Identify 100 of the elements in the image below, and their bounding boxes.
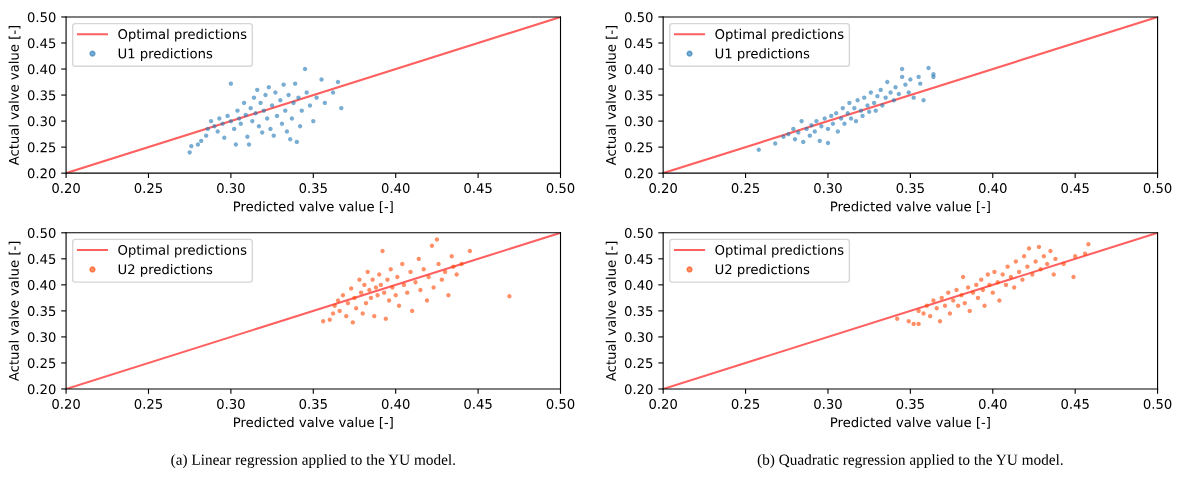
x-tick-label: 0.20 [52,398,80,409]
legend-label: Optimal predictions [118,28,247,42]
x-axis-title: Predicted valve value [-] [831,417,990,429]
x-tick-label: 0.40 [978,398,1007,409]
point [951,298,956,303]
point [1041,254,1047,259]
x-tick-label: 0.50 [546,398,575,409]
point [1033,259,1038,264]
point [1012,285,1017,290]
point [1003,282,1009,288]
point [1021,254,1027,259]
x-tick-label: 0.45 [1061,398,1089,409]
legend-label: U1 predictions [715,48,810,61]
x-tick-label: 0.40 [381,183,410,194]
point [959,293,964,298]
y-tick-label: 0.20 [27,168,56,179]
point [946,290,951,295]
y-tick-label: 0.30 [624,116,653,127]
y-tick-label: 0.45 [27,38,56,49]
point [1051,272,1056,277]
point [927,313,933,319]
y-tick-label: 0.50 [624,228,653,238]
legend-label: U2 predictions [118,264,213,277]
point [1086,242,1091,247]
y-tick-label: 0.45 [624,254,653,265]
y-tick-label: 0.30 [27,116,56,127]
point [911,321,916,327]
point [947,311,953,316]
x-tick-label: 0.25 [134,183,163,194]
y-tick-label: 0.20 [27,384,56,395]
x-tick-label: 0.40 [381,398,410,409]
y-tick-label: 0.45 [27,254,56,265]
x-tick-label: 0.25 [731,183,760,194]
point [924,303,930,308]
x-tick-label: 0.35 [896,183,924,194]
y-tick-label: 0.25 [624,142,653,153]
point [934,306,939,311]
point [1000,272,1005,277]
y-tick-label: 0.30 [624,332,653,343]
legend-label: U2 predictions [715,264,810,277]
y-axis-title: Actual valve value [-] [605,25,618,166]
y-tick-label: 0.40 [624,64,653,75]
x-axis-title: Predicted valve value [-] [234,417,393,429]
point [990,290,995,295]
point [1038,267,1043,272]
point [1005,264,1010,269]
point [1048,248,1053,254]
x-tick-label: 0.30 [814,398,842,409]
x-tick-label: 0.50 [546,183,575,194]
y-tick-label: 0.25 [27,358,56,369]
y-tick-label: 0.25 [624,358,653,369]
y-tick-label: 0.35 [27,306,56,317]
y-tick-label: 0.50 [27,228,56,238]
y-axis-title: Actual valve value [-] [605,241,618,382]
point [1020,277,1025,282]
point [995,280,1000,285]
point [1061,261,1066,267]
y-axis-title: Actual valve value [-] [8,25,21,166]
x-tick-label: 0.35 [299,398,327,409]
point [1025,264,1030,269]
point [954,287,959,293]
x-tick-label: 0.40 [978,183,1007,194]
y-tick-label: 0.40 [27,64,56,75]
point [997,298,1002,303]
point [992,269,997,275]
point [979,277,984,282]
x-tick-label: 0.45 [464,398,492,409]
y-tick-label: 0.35 [27,90,56,101]
x-axis-title: Predicted valve value [-] [831,201,990,213]
y-tick-label: 0.35 [624,90,653,101]
point [967,308,972,314]
x-tick-label: 0.30 [217,398,245,409]
y-tick-label: 0.35 [624,306,653,317]
y-tick-label: 0.40 [27,280,56,291]
y-tick-label: 0.20 [624,168,653,179]
point [955,303,961,308]
point [1053,256,1058,262]
point [974,282,979,288]
point [1026,246,1032,251]
point [970,290,976,295]
y-tick-label: 0.45 [624,38,653,49]
x-tick-label: 0.25 [731,398,760,409]
point [975,295,981,301]
x-tick-label: 0.45 [464,183,492,194]
point [894,316,900,321]
point [1013,259,1019,264]
x-tick-label: 0.20 [649,183,677,194]
x-tick-label: 0.50 [1143,183,1172,194]
point [916,308,921,314]
x-axis-title: Predicted valve value [-] [234,201,393,213]
y-tick-label: 0.20 [624,384,653,395]
point [980,287,986,293]
point [1016,269,1022,275]
x-tick-label: 0.20 [649,398,677,409]
point [960,274,966,280]
point [962,300,967,306]
x-tick-label: 0.30 [217,183,245,194]
point [1036,244,1042,250]
text: (b) Quadratic regression applied to the YU model. [757,454,1063,469]
legend-label: Optimal predictions [715,28,844,42]
